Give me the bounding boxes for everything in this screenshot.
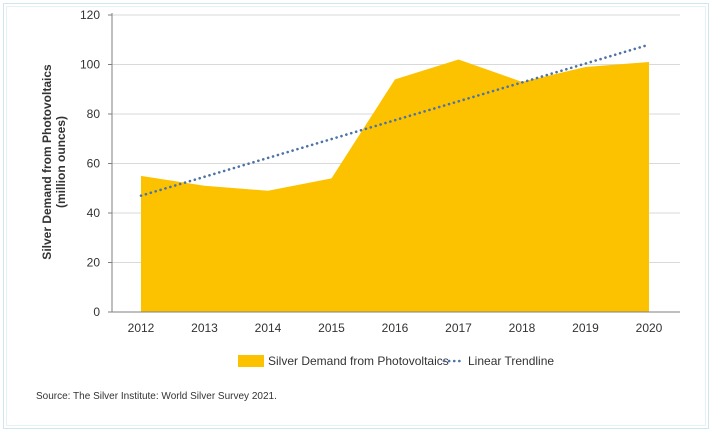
y-tick-label-120: 120 xyxy=(80,8,100,22)
y-tick-label-60: 60 xyxy=(87,157,101,171)
x-tick-label-2020: 2020 xyxy=(636,321,663,335)
x-tick-label-2015: 2015 xyxy=(318,321,345,335)
legend: Silver Demand from Photovoltaics Linear … xyxy=(238,354,554,368)
y-tick-label-80: 80 xyxy=(87,107,101,121)
area-series-silver-demand xyxy=(141,59,649,312)
x-tick-label-2016: 2016 xyxy=(382,321,409,335)
x-tick-labels: 2012 2013 2014 2015 2016 2017 2018 2019 2020 xyxy=(128,321,663,335)
y-tick-label-40: 40 xyxy=(87,206,101,220)
y-tick-label-20: 20 xyxy=(87,256,101,270)
legend-label-area: Silver Demand from Photovoltaics xyxy=(268,354,449,368)
y-axis-title-line1: Silver Demand from Photovoltaics xyxy=(40,64,54,260)
x-tick-label-2017: 2017 xyxy=(445,321,472,335)
trendline xyxy=(139,43,651,197)
x-tick-label-2012: 2012 xyxy=(128,321,155,335)
x-tick-label-2018: 2018 xyxy=(509,321,536,335)
y-tick-label-0: 0 xyxy=(93,305,100,319)
axes xyxy=(108,13,680,313)
x-tick-label-2013: 2013 xyxy=(191,321,218,335)
legend-label-trendline: Linear Trendline xyxy=(468,354,554,368)
x-tick-label-2014: 2014 xyxy=(255,321,282,335)
y-axis-title-line2: (million ounces) xyxy=(54,116,68,208)
source-note: Source: The Silver Institute: World Silv… xyxy=(36,391,277,402)
y-tick-label-100: 100 xyxy=(80,58,100,72)
x-tick-label-2019: 2019 xyxy=(572,321,599,335)
legend-swatch-area xyxy=(238,355,264,367)
y-tick-labels: 0 20 40 60 80 100 120 xyxy=(80,8,100,319)
